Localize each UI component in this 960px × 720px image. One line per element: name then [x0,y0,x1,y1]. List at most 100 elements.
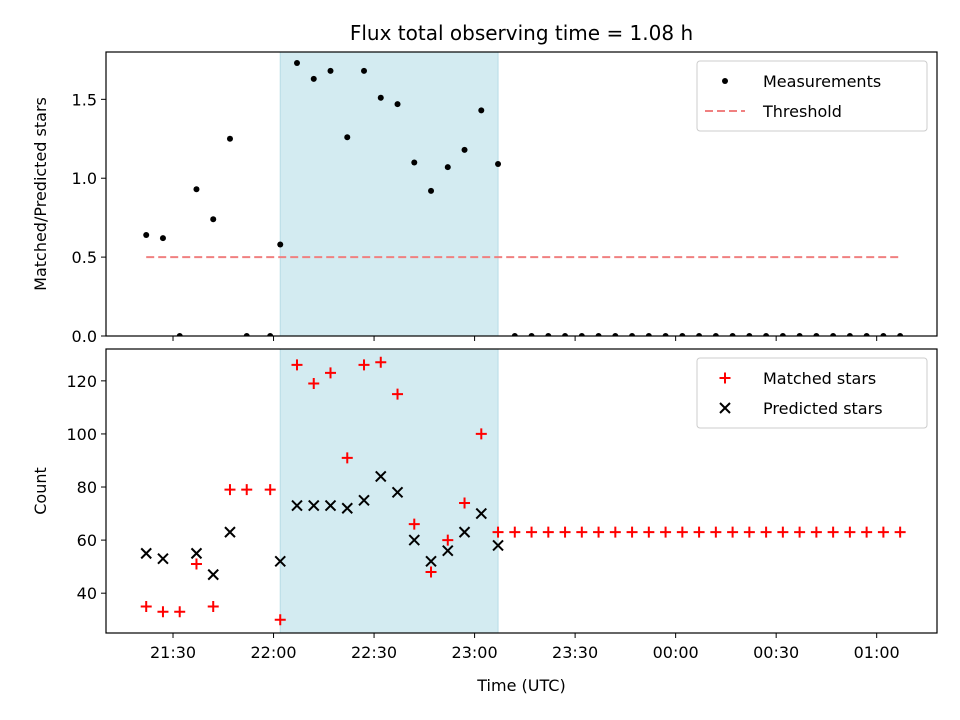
x-tick-label: 23:00 [452,643,498,662]
data-point [444,164,451,171]
data-point [511,333,518,336]
legend-label: Matched stars [763,369,876,388]
data-point [190,558,202,570]
legend: Measurements Threshold [696,60,928,132]
data-point [425,566,437,578]
data-point [358,494,370,506]
data-point [861,526,873,538]
data-point [492,539,504,552]
data-point [291,499,303,512]
data-point [844,526,856,538]
data-point [442,534,454,546]
data-point [375,470,387,483]
data-point [746,333,753,336]
data-point [643,526,655,538]
data-point [442,545,454,557]
data-point [796,333,803,336]
data-point [495,161,502,168]
data-point [140,547,152,560]
data-point [777,526,789,538]
series-matched-stars [140,356,906,626]
y-axis-label: Matched/Predicted stars [31,97,50,291]
data-point [562,333,569,336]
y-tick-label: 120 [66,372,97,391]
data-point [660,526,672,538]
data-point [174,606,186,618]
y-tick-label: 100 [66,425,97,444]
y-tick-label: 1.0 [72,169,97,188]
x-tick-label: 01:00 [854,643,900,662]
data-point [176,333,183,336]
data-point [344,134,351,141]
data-point [391,486,404,499]
legend-swatch [719,372,731,384]
y-tick-label: 0.5 [72,248,97,267]
data-point [459,497,471,509]
y-tick-label: 80 [77,478,97,497]
x-tick-label: 22:00 [250,643,296,662]
x-tick-label: 00:30 [753,643,799,662]
data-point [358,359,370,371]
data-point [645,333,652,336]
x-tick-label: 00:00 [653,643,699,662]
legend: Matched stars Predicted stars [696,357,928,429]
data-point [428,187,435,194]
data-point [341,502,353,514]
data-point [712,333,719,336]
data-point [140,600,152,612]
data-point [341,452,353,464]
data-point [559,526,571,538]
data-point [528,333,535,336]
data-point [475,428,487,440]
data-point [243,333,250,336]
data-point [143,232,150,239]
data-point [626,526,638,538]
y-tick-label: 60 [77,531,97,550]
data-point [324,499,337,512]
data-point [894,526,906,538]
data-point [377,94,384,101]
legend-box [696,60,928,132]
data-point [696,333,703,336]
data-point [794,526,806,538]
data-point [274,555,286,568]
data-point [274,614,286,626]
data-point [662,333,669,336]
data-point [308,378,320,390]
axes-frame [105,348,938,634]
data-point [693,526,705,538]
data-point [779,333,786,336]
y-tick-label: 0.0 [72,327,97,346]
data-point [710,526,722,538]
count-panel: 40 60 80 100 120 21:30 22:00 22:30 23:00 23:30 00:… [31,348,938,662]
legend-label: Measurements [763,72,881,91]
data-point [729,333,736,336]
data-point [827,526,839,538]
data-point [308,499,320,512]
x-tick-label: 21:30 [150,643,196,662]
data-point [576,526,588,538]
data-point [877,526,889,538]
data-point [411,159,418,166]
data-point [612,333,619,336]
data-point [408,518,420,530]
data-point [190,547,203,560]
data-point [277,241,284,248]
series-measurements [143,60,904,336]
data-point [392,388,404,400]
legend-label: Predicted stars [763,399,883,418]
series-predicted-stars [140,470,504,581]
observing-span [279,348,499,634]
data-point [408,534,420,546]
data-point [193,186,200,193]
data-point [159,235,166,242]
plot-area [143,60,904,336]
legend-swatch [722,78,728,84]
data-point [361,67,368,74]
data-point [224,526,236,538]
data-point [458,526,471,538]
data-point [475,507,487,520]
data-point [157,606,169,618]
data-point [264,484,276,496]
